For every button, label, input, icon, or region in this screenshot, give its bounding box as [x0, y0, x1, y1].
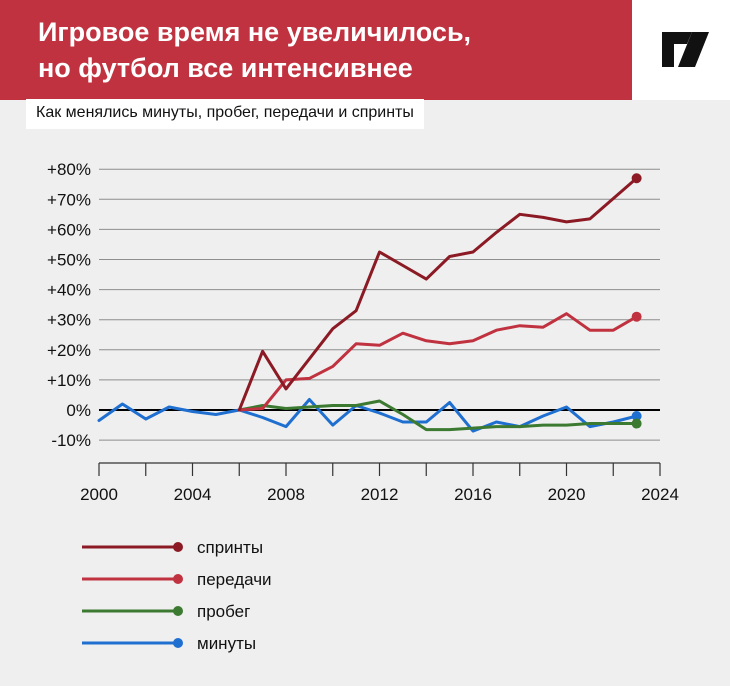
x-tick-label: 2004	[174, 485, 212, 504]
y-tick-label: +20%	[47, 341, 91, 360]
legend-label: пробег	[197, 602, 250, 621]
x-tick-label: 2020	[548, 485, 586, 504]
y-tick-label: +80%	[47, 160, 91, 179]
y-tick-label: +50%	[47, 251, 91, 270]
x-tick-label: 2000	[80, 485, 118, 504]
x-tick-label: 2008	[267, 485, 305, 504]
series-lines	[97, 173, 642, 433]
y-tick-label: +70%	[47, 190, 91, 209]
y-tick-label: +40%	[47, 281, 91, 300]
x-axis: 2000 2004 2008 2012 2016 2020 2024	[80, 462, 679, 504]
x-tick-label: 2024	[641, 485, 679, 504]
x-tick-label: 2016	[454, 485, 492, 504]
legend-label: передачи	[197, 570, 272, 589]
series-end-marker	[631, 173, 642, 184]
legend-marker	[173, 606, 183, 616]
series-end-marker	[631, 418, 642, 429]
legend-marker	[173, 542, 183, 552]
y-tick-label: 0%	[66, 401, 91, 420]
x-tick-label: 2012	[361, 485, 399, 504]
series-line-передачи	[237, 312, 639, 412]
chart-title-line-2: но футбол все интенсивнее	[38, 53, 413, 83]
series-end-marker	[631, 411, 642, 422]
y-tick-label: +60%	[47, 220, 91, 239]
y-tick-label: -10%	[51, 431, 91, 450]
series-line-пробег	[237, 399, 639, 432]
publisher-logo-icon	[662, 32, 709, 67]
legend-label: спринты	[197, 538, 263, 557]
legend-marker	[173, 574, 183, 584]
series-end-marker	[631, 311, 642, 322]
grid-lines	[99, 168, 660, 441]
legend: спринты передачи пробег минуты	[82, 538, 272, 653]
legend-marker	[173, 638, 183, 648]
y-axis-tick-labels: -10% 0% +10% +20% +30% +40% +50% +60% +70% +80%	[47, 160, 91, 450]
y-tick-label: +10%	[47, 371, 91, 390]
chart-title-line-1: Игровое время не увеличилось,	[38, 17, 472, 47]
y-tick-label: +30%	[47, 311, 91, 330]
legend-label: минуты	[197, 634, 256, 653]
series-line-спринты	[237, 176, 639, 412]
header-banner: Игровое время не увеличилось, но футбол …	[0, 0, 632, 100]
chart-subtitle: Как менялись минуты, пробег, передачи и …	[26, 99, 424, 129]
series-line-минуты	[97, 398, 639, 433]
logo-area	[632, 0, 730, 100]
